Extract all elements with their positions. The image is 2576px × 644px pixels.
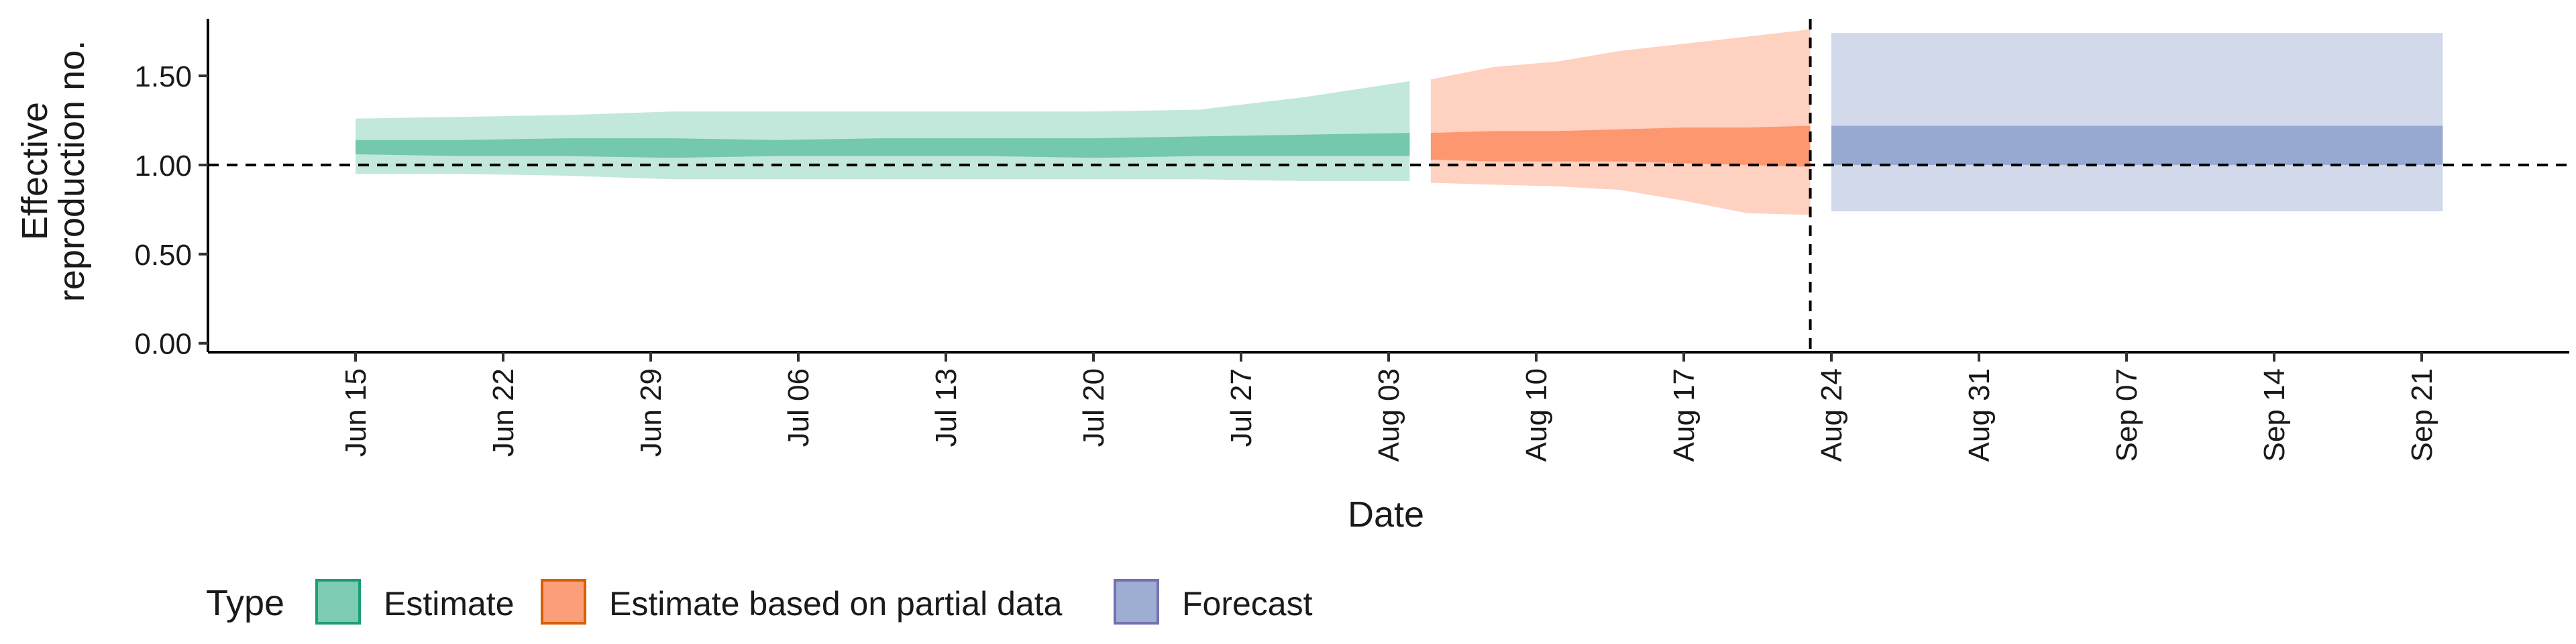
x-tick-label: Aug 17 <box>1668 368 1701 462</box>
x-tick-label: Sep 07 <box>2110 368 2143 462</box>
x-tick-label: Jul 27 <box>1225 368 1258 447</box>
y-tick-label: 0.50 <box>134 239 192 272</box>
legend-label-estimate-based-on-partial-data: Estimate based on partial data <box>609 585 1063 623</box>
x-tick-label: Aug 24 <box>1815 368 1848 462</box>
legend-key-estimate <box>315 579 361 625</box>
x-axis-ticks: Jun 15 Jun 22 Jun 29 Jul 06 Jul 13 Jul 20 Jul … <box>339 352 2438 462</box>
legend-title: Type <box>206 583 284 623</box>
x-tick-label: Aug 31 <box>1963 368 1996 462</box>
x-tick-label: Sep 21 <box>2406 368 2438 462</box>
x-tick-label: Sep 14 <box>2258 368 2291 462</box>
x-tick-label: Aug 10 <box>1520 368 1553 462</box>
x-tick-label: Aug 03 <box>1373 368 1405 462</box>
uncertainty-bands <box>356 29 2443 215</box>
forecast-90-interval <box>1831 33 2443 212</box>
estimate-50-interval <box>356 133 1410 158</box>
x-tick-label: Jun 29 <box>635 368 667 457</box>
y-axis-title-line-2: reproduction no. <box>52 40 92 302</box>
legend: Type Estimate Estimate based on partial d… <box>206 579 1313 625</box>
legend-label-estimate: Estimate <box>384 585 515 623</box>
x-tick-label: Jul 13 <box>930 368 963 447</box>
legend-key-forecast <box>1114 579 1159 625</box>
legend-key-estimate-based-on-partial-data <box>541 579 586 625</box>
x-tick-label: Jun 15 <box>339 368 372 457</box>
y-tick-label: 0.00 <box>134 328 192 361</box>
x-tick-label: Jul 20 <box>1077 368 1110 447</box>
y-axis-title-line-1: Effective <box>15 102 55 240</box>
estimate-based-on-partial-data-90-interval <box>1430 29 1811 215</box>
x-tick-label: Jul 06 <box>782 368 815 447</box>
x-tick-label: Jun 22 <box>487 368 520 457</box>
legend-label-forecast: Forecast <box>1182 585 1313 623</box>
y-tick-label: 1.00 <box>134 150 192 182</box>
y-axis-ticks: 0.00 0.50 1.00 1.50 <box>134 60 208 361</box>
y-tick-label: 1.50 <box>134 60 192 93</box>
estimate-based-on-partial-data-50-interval <box>1430 125 1811 167</box>
x-axis-title: Date <box>1348 494 1424 535</box>
forecast-50-interval <box>1831 125 2443 165</box>
